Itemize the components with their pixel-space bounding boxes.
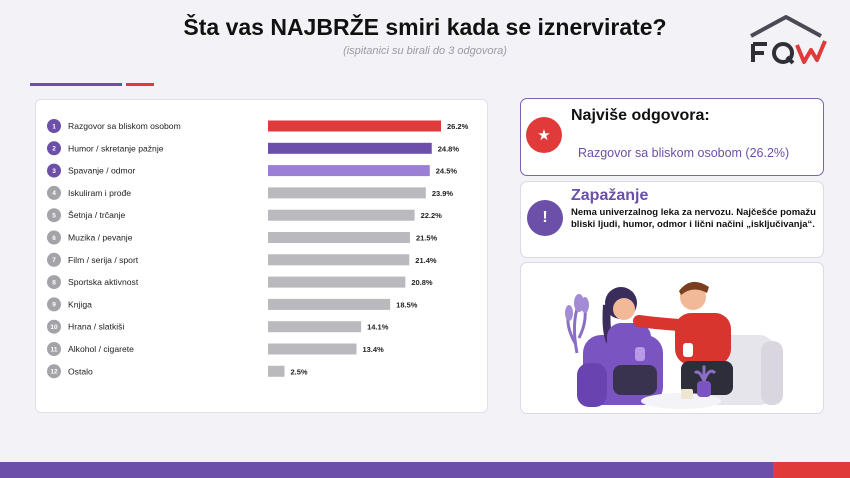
rank-badge — [47, 230, 61, 245]
bar — [268, 209, 415, 221]
value-label: 26.2% — [447, 122, 469, 131]
category-label: Iskuliram i prođe — [68, 188, 131, 198]
rank-number: 2 — [52, 146, 56, 153]
bar — [268, 165, 430, 177]
rank-badge — [47, 275, 61, 290]
chart-card: 1 Razgovor sa bliskom osobom 26.2% 2 Humor /… — [35, 99, 488, 413]
value-label: 18.5% — [396, 300, 418, 309]
value-label: 21.4% — [415, 256, 437, 265]
rank-number: 6 — [52, 235, 56, 242]
value-label: 23.9% — [432, 189, 454, 198]
bar — [268, 276, 406, 288]
rank-badge — [47, 163, 61, 178]
rank-number: 7 — [52, 257, 56, 264]
bar — [268, 298, 391, 310]
category-label: Knjiga — [68, 299, 92, 309]
category-label: Muzika / pevanje — [68, 233, 133, 243]
page-title: Šta vas NAJBRŽE smiri kada se iznervirat… — [183, 14, 667, 40]
rank-badge — [47, 208, 61, 223]
accent-line-red — [126, 83, 154, 86]
footer-bar-red — [773, 462, 850, 478]
bar — [268, 365, 285, 377]
illustration-card — [520, 262, 824, 414]
rank-badge — [47, 297, 61, 312]
rank-badge — [47, 319, 61, 334]
rank-number: 4 — [52, 190, 56, 197]
top-answer-heading: Najviše odgovora: — [571, 107, 710, 124]
value-label: 2.5% — [291, 367, 308, 376]
rank-number: 1 — [52, 123, 56, 130]
bar — [268, 120, 441, 132]
exclamation-icon: ! — [527, 200, 563, 236]
bar — [268, 254, 410, 266]
category-label: Ostalo — [68, 366, 93, 376]
star-icon: ★ — [526, 117, 562, 153]
footer-bar-purple — [0, 462, 773, 478]
couple-talking-illustration — [565, 281, 783, 409]
rank-badge — [47, 185, 61, 200]
top-answer-card: ★ Najviše odgovora: Razgovor sa bliskom … — [520, 98, 824, 176]
category-label: Sportska aktivnost — [68, 277, 139, 287]
category-label: Alkohol / cigarete — [68, 344, 134, 354]
value-label: 24.8% — [438, 144, 460, 153]
rank-number: 11 — [51, 346, 58, 353]
category-label: Hrana / slatkiši — [68, 322, 124, 332]
insight-text: Nema univerzalnog leka za nervozu. Najče… — [571, 207, 816, 230]
rank-badge — [47, 119, 61, 133]
category-label: Spavanje / odmor — [68, 166, 135, 176]
rank-number: 3 — [52, 168, 56, 175]
category-label: Humor / skretanje pažnje — [68, 143, 164, 153]
rank-number: 12 — [50, 369, 58, 376]
rank-number: 5 — [52, 213, 56, 220]
rank-number: 8 — [52, 279, 56, 286]
category-label: Film / serija / sport — [68, 255, 139, 265]
bar — [268, 187, 426, 199]
value-label: 14.1% — [367, 323, 389, 332]
value-label: 22.2% — [421, 211, 443, 220]
rank-number: 9 — [52, 302, 56, 309]
bar — [268, 343, 357, 355]
top-answer-value: Razgovor sa bliskom osobom (26.2%) — [578, 146, 790, 160]
rank-badge — [47, 364, 61, 379]
bar — [268, 321, 362, 333]
category-label: Razgovor sa bliskom osobom — [68, 121, 181, 131]
house-logo-icon — [750, 15, 827, 65]
value-label: 13.4% — [362, 345, 384, 354]
value-label: 20.8% — [411, 278, 433, 287]
value-label: 24.5% — [436, 167, 458, 176]
rank-badge — [47, 342, 61, 356]
accent-line-purple — [30, 83, 122, 86]
rank-number: 10 — [50, 324, 58, 331]
rank-badge — [47, 141, 61, 156]
insight-card: ! Zapažanje Nema univerzalnog leka za ne… — [520, 181, 824, 258]
value-label: 21.5% — [416, 234, 438, 243]
bar-chart: 1 Razgovor sa bliskom osobom 26.2% 2 Humor /… — [47, 119, 469, 379]
bar — [268, 232, 410, 243]
bar — [268, 142, 432, 154]
page-subtitle: (ispitanici su birali do 3 odgovora) — [343, 45, 507, 57]
category-label: Šetnja / trčanje — [68, 210, 126, 220]
rank-badge — [47, 252, 61, 267]
insight-heading: Zapažanje — [571, 187, 649, 204]
